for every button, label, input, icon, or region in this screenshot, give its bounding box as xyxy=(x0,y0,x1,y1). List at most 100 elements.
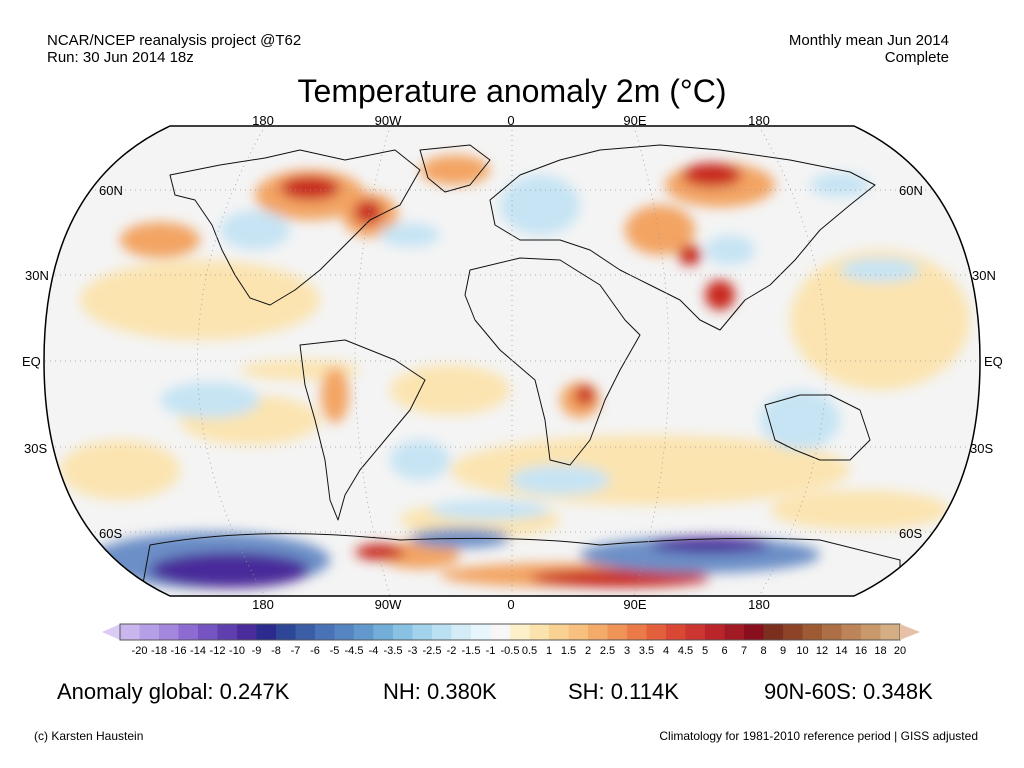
cool-patch xyxy=(760,390,840,450)
lon-label-top: 180 xyxy=(252,113,274,128)
run-label: Run: 30 Jun 2014 18z xyxy=(47,49,194,66)
colorbar-tick-label: 3.5 xyxy=(638,645,655,657)
hot-patch xyxy=(354,200,382,224)
colorbar-tick-label: -4.5 xyxy=(344,645,364,657)
cool-patch xyxy=(380,223,440,247)
lat-label-right: 30S xyxy=(970,441,994,456)
colorbar-tick-label: -3 xyxy=(407,645,418,657)
colorbar-tick-label: -6 xyxy=(310,645,320,657)
colorbar-tick-label: 7 xyxy=(740,645,748,657)
colorbar-tick-label: -3.5 xyxy=(383,645,403,657)
colorbar-tick-label: 2 xyxy=(584,645,592,657)
south-america-outline xyxy=(299,339,426,521)
warm-patch xyxy=(80,260,320,340)
lon-label-bottom: 180 xyxy=(748,597,770,612)
status-label: Complete xyxy=(884,49,949,66)
warm-patch xyxy=(770,490,950,530)
colorbar-tick-label: -2 xyxy=(446,645,457,657)
hot-patch xyxy=(575,385,595,405)
global-anomaly: Anomaly global: 0.247K xyxy=(57,679,290,704)
colorbar-tick-label: 9 xyxy=(779,645,787,657)
greenland-outline xyxy=(419,144,491,193)
colorbar-tick-label: 3 xyxy=(623,645,631,657)
colorbar-tick-label: -8 xyxy=(271,645,281,657)
cold-strong-patch xyxy=(150,552,310,588)
credit: (c) Karsten Haustein xyxy=(34,729,144,743)
colorbar-tick-label: 1.5 xyxy=(560,645,577,657)
colorbar-tick-label: -1 xyxy=(485,645,496,657)
anomaly-field xyxy=(44,126,980,596)
cool-patch xyxy=(390,440,450,480)
colorbar-tick-label: 2.5 xyxy=(599,645,616,657)
lon-label-top: 0 xyxy=(507,113,515,128)
colorbar-tick-label: 4.5 xyxy=(677,645,694,657)
cool-patch xyxy=(430,500,550,520)
colorbar-tick-label: -2.5 xyxy=(422,645,442,657)
colorbar-tick-label: -12 xyxy=(209,645,226,657)
hot-patch xyxy=(355,544,405,560)
colorbar-tick-label: -5 xyxy=(329,645,340,657)
colorbar-tick-label: 8 xyxy=(760,645,767,657)
colorbar-tick-label: 16 xyxy=(854,645,868,657)
lat-label-left: 30S xyxy=(24,441,48,456)
lon-label-bottom: 0 xyxy=(507,597,515,612)
nh-anomaly: NH: 0.380K xyxy=(383,679,497,704)
lon-line-90e xyxy=(633,126,670,596)
colorbar-tick-label: -7 xyxy=(290,645,301,657)
climatology-note: Climatology for 1981-2010 reference peri… xyxy=(659,729,978,743)
colorbar-tick-label: -4 xyxy=(368,645,379,657)
cool-patch xyxy=(510,465,610,495)
warm-patch xyxy=(390,365,510,415)
colorbar-tick-label: 18 xyxy=(874,645,887,657)
coastlines xyxy=(139,144,901,596)
cool-patch xyxy=(810,173,870,197)
eurasia-outline xyxy=(489,144,876,331)
colorbar-tick-label: -1.5 xyxy=(461,645,481,657)
lon-line-90w xyxy=(354,126,391,596)
hot-patch xyxy=(530,569,710,587)
lon-label-bottom: 90E xyxy=(623,597,647,612)
colorbar-tick-label: 14 xyxy=(835,645,848,657)
colorbar-tick-label: 10 xyxy=(796,645,809,657)
source-label: NCAR/NCEP reanalysis project @T62 xyxy=(47,32,302,49)
graticule xyxy=(44,126,980,596)
lat-label-left: 30N xyxy=(25,268,49,283)
lon-label-top: 180 xyxy=(748,113,770,128)
colorbar-tick-label: 1 xyxy=(545,645,553,657)
warm-patch xyxy=(790,250,970,390)
colorbar-tick-label: -0.5 xyxy=(500,645,520,657)
colorbar-tick-label: 0.5 xyxy=(521,645,538,657)
lon-label-bottom: 180 xyxy=(252,597,274,612)
colorbar-tick-label: -9 xyxy=(251,645,262,657)
colorbar-tick-label: 6 xyxy=(721,645,728,657)
colorbar-tick-label: 12 xyxy=(815,645,829,657)
cool-patch xyxy=(220,210,290,250)
cool-patch xyxy=(160,382,260,418)
hot-patch xyxy=(678,245,702,265)
warm-mid-patch xyxy=(321,367,349,423)
warm-mid-patch xyxy=(120,222,200,258)
lat-label-left: 60S xyxy=(99,526,123,541)
hot-patch xyxy=(682,163,742,187)
colorbar-tick-label: 20 xyxy=(893,645,907,657)
africa-outline xyxy=(464,257,641,466)
lat-label-right: 60S xyxy=(899,526,923,541)
cold-strong-patch xyxy=(650,537,770,553)
map-title: Temperature anomaly 2m (°C) xyxy=(297,73,727,109)
lat-label-left: 60N xyxy=(99,183,123,198)
lat-label-right: 60N xyxy=(899,183,923,198)
colorbar-tick-label: -18 xyxy=(151,645,167,657)
cool-patch xyxy=(705,235,755,265)
warm-mid-patch xyxy=(625,205,695,255)
warm-patch xyxy=(60,440,180,500)
colorbar-tick-label: 4 xyxy=(662,645,670,657)
colorbar-tick-label: -14 xyxy=(190,645,206,657)
warm-mid-patch xyxy=(420,155,490,185)
colorbar-tick-label: -16 xyxy=(170,645,187,657)
hot-patch xyxy=(280,176,340,200)
lat-label-right: EQ xyxy=(984,354,1003,369)
north-america-outline xyxy=(169,149,421,306)
cool-patch xyxy=(840,258,920,282)
colorbar-tick-label: -10 xyxy=(229,645,245,657)
